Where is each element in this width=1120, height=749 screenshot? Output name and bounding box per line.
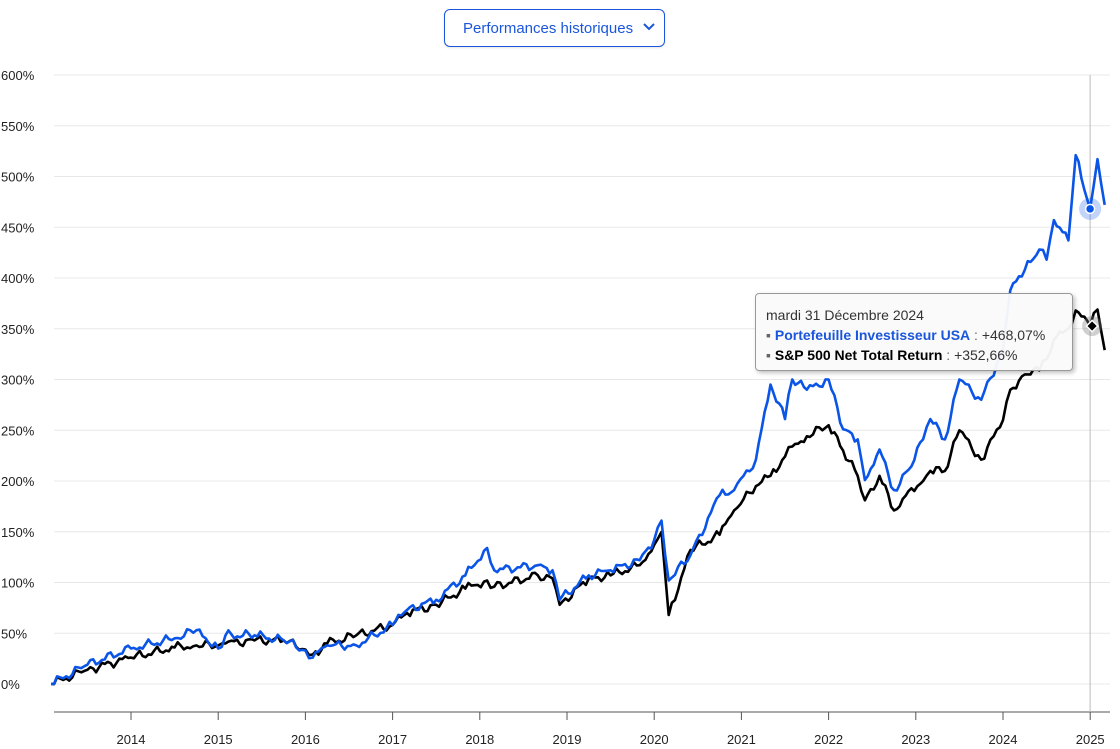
tooltip-series-name: Portefeuille Investisseur USA (774, 327, 971, 343)
y-tick-label: 400% (1, 271, 35, 286)
x-tick-label: 2025 (1076, 732, 1105, 747)
series-line (50, 153, 1106, 686)
x-tick-label: 2023 (901, 732, 930, 747)
y-tick-label: 250% (1, 423, 35, 438)
tooltip-value: +352,66% (954, 347, 1018, 363)
x-tick-label: 2017 (378, 732, 407, 747)
y-tick-label: 600% (1, 68, 35, 83)
x-tick-label: 2016 (291, 732, 320, 747)
y-tick-label: 350% (1, 322, 35, 337)
x-tick-label: 2015 (204, 732, 233, 747)
x-tick-label: 2020 (640, 732, 669, 747)
tooltip-value: +468,07% (981, 327, 1046, 343)
tooltip-series-name: S&P 500 Net Total Return (774, 347, 943, 363)
data-point-marker (1084, 203, 1096, 215)
chevron-down-icon (643, 23, 655, 31)
tooltip-row-benchmark: ▪ S&P 500 Net Total Return : +352,66% (766, 347, 1018, 363)
tooltip-row-portfolio: ▪ Portefeuille Investisseur USA : +468,0… (766, 327, 1046, 343)
y-tick-label: 150% (1, 525, 35, 540)
y-tick-label: 200% (1, 474, 35, 489)
x-tick-label: 2022 (814, 732, 843, 747)
period-selector[interactable]: Performances historiques (444, 9, 665, 47)
y-tick-label: 550% (1, 119, 35, 134)
y-tick-label: 0% (1, 677, 20, 692)
x-tick-label: 2018 (465, 732, 494, 747)
tooltip-date: mardi 31 Décembre 2024 (766, 307, 924, 323)
chart-tooltip: mardi 31 Décembre 2024 ▪ Portefeuille In… (755, 293, 1073, 371)
y-tick-label: 50% (1, 626, 27, 641)
y-tick-label: 450% (1, 220, 35, 235)
x-tick-label: 2024 (989, 732, 1018, 747)
y-tick-label: 500% (1, 170, 35, 185)
x-tick-label: 2021 (727, 732, 756, 747)
y-tick-label: 100% (1, 576, 35, 591)
y-tick-label: 300% (1, 373, 35, 388)
period-selector-label: Performances historiques (463, 19, 634, 37)
data-point-marker (1085, 319, 1099, 333)
x-tick-label: 2014 (117, 732, 146, 747)
x-tick-label: 2019 (553, 732, 582, 747)
